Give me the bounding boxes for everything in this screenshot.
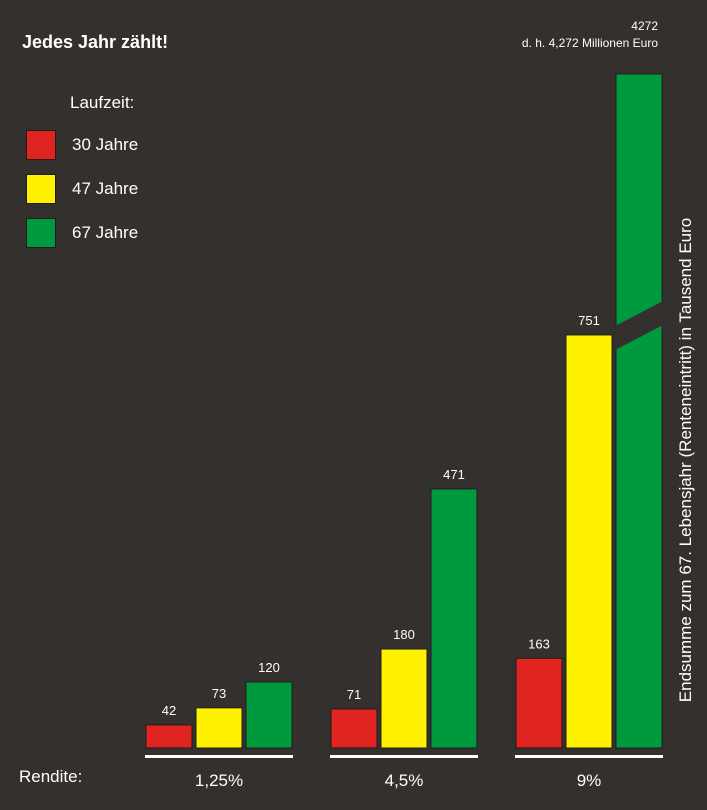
bar-47-jahre-9 [565, 334, 613, 749]
bar-47-jahre-1-25 [195, 707, 243, 749]
legend-label-30-jahre: 30 Jahre [72, 135, 139, 154]
group-axis-line-4-5 [330, 755, 478, 758]
break-value-explanation: d. h. 4,272 Millionen Euro [521, 36, 658, 50]
axis-break-mark [615, 301, 663, 350]
bar-47-jahre-4-5 [380, 648, 428, 749]
group-axis-line-9 [515, 755, 663, 758]
x-tick-label-1-25: 1,25% [195, 771, 243, 790]
bar-67-jahre-4-5 [430, 488, 478, 749]
bar-30-jahre-9 [515, 657, 563, 749]
data-label-30-jahre-4-5: 71 [347, 687, 361, 702]
x-tick-label-4-5: 4,5% [385, 771, 424, 790]
x-tick-label-9: 9% [577, 771, 602, 790]
break-value-number: 4272 [631, 19, 658, 33]
bar-30-jahre-4-5 [330, 708, 378, 749]
legend-label-47-jahre: 47 Jahre [72, 179, 139, 198]
legend-swatch-67-jahre [26, 218, 56, 248]
data-label-30-jahre-9: 163 [528, 636, 550, 651]
bar-67-jahre-1-25 [245, 681, 293, 749]
break-value-note: 4272 d. h. 4,272 Millionen Euro [522, 18, 658, 52]
data-label-47-jahre-1-25: 73 [212, 686, 226, 701]
data-label-47-jahre-9: 751 [578, 313, 600, 328]
legend-swatch-47-jahre [26, 174, 56, 204]
data-label-30-jahre-1-25: 42 [162, 703, 176, 718]
legend-swatch-30-jahre [26, 130, 56, 160]
x-axis-prefix-label: Rendite: [19, 767, 83, 786]
group-axis-line-1-25 [145, 755, 293, 758]
data-label-67-jahre-1-25: 120 [258, 660, 280, 675]
legend-label-67-jahre: 67 Jahre [72, 223, 139, 242]
bar-30-jahre-1-25 [145, 724, 193, 749]
data-label-47-jahre-4-5: 180 [393, 627, 415, 642]
bar-67-jahre-9 [615, 73, 663, 749]
legend-title: Laufzeit: [70, 93, 135, 112]
data-label-67-jahre-4-5: 471 [443, 467, 465, 482]
chart-title: Jedes Jahr zählt! [22, 32, 169, 52]
